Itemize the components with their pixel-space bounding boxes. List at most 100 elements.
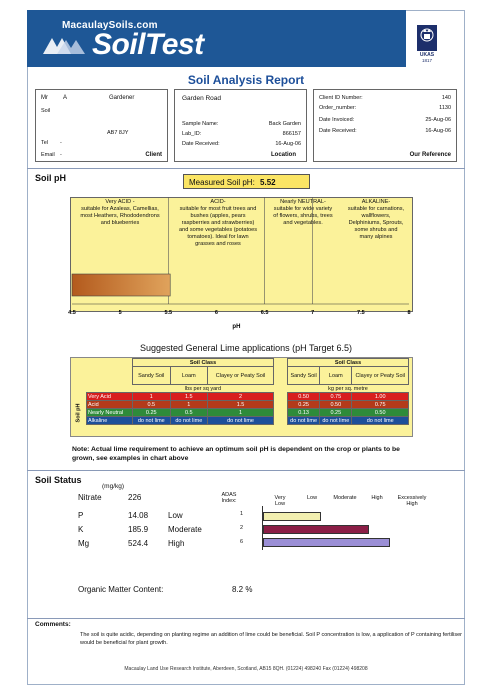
nutrient-value: 524.4 [128, 539, 149, 548]
cell: 0.50 [351, 408, 409, 417]
mg-status-bar [263, 538, 390, 547]
soil-ph-title: Soil pH [35, 173, 66, 183]
adas-index: 2 [240, 525, 244, 531]
ref-row-label: Date Invoiced: [319, 117, 355, 123]
level-label: High [371, 495, 383, 501]
cell: 0.50 [319, 400, 353, 409]
lime-note: Note: Actual lime requirement to achieve… [72, 446, 400, 462]
ph-scale-chart: 4.5 5 5.5 6 6.5 7 7.5 8 pH [68, 197, 411, 330]
nutrient-status: Low [168, 511, 183, 520]
location-footer: Location [271, 152, 296, 158]
cell: 0.25 [132, 408, 171, 417]
cell: 1.5 [207, 400, 274, 409]
cell: 1 [169, 400, 209, 409]
row-label: Alkaline [86, 416, 133, 425]
cell: 0.25 [286, 400, 321, 409]
ph-tick-label: 7 [311, 310, 314, 316]
ref-row-value: 25-Aug-06 [425, 117, 451, 123]
lab-id-label: Lab_ID: [182, 131, 202, 137]
email-label: Email [41, 152, 55, 158]
client-name-initial: A [63, 95, 68, 101]
ph-axis-label: pH [232, 324, 240, 330]
soil-ph-side-label: Soil pH [75, 403, 82, 423]
unit-label: lbs per sq yard [184, 385, 222, 392]
client-footer: Client [145, 152, 162, 158]
level-label: Low [306, 495, 318, 501]
cell: 0.25 [319, 408, 353, 417]
report-title: Soil Analysis Report [187, 73, 305, 87]
cell: 1.5 [169, 392, 209, 401]
status-bar-track [262, 506, 438, 550]
nutrient-value: 226 [128, 493, 142, 502]
tel-value: - [60, 140, 62, 146]
client-name-title: Mr [41, 95, 48, 101]
ph-desc-acid: ACID- suitable for most fruit trees and … [178, 199, 258, 247]
nutrient-name: Mg [78, 539, 90, 548]
ref-row-label: Date Received: [319, 128, 357, 134]
cell: 1 [132, 392, 171, 401]
ref-row-label: Client ID Number: [319, 95, 363, 101]
lime-table-metric: Soil Class Sandy Soil Loam Clayey or Pea… [286, 358, 409, 425]
cell: 0.5 [169, 408, 209, 417]
header-banner [27, 10, 406, 67]
email-value: - [60, 152, 62, 158]
cell: 1 [207, 408, 274, 417]
ref-row-value: 140 [441, 95, 451, 101]
cell: 2 [207, 392, 274, 401]
col-header: Sandy Soil [286, 366, 321, 385]
p-status-bar [263, 512, 321, 521]
ref-row-value: 1130 [439, 105, 451, 111]
ph-tick-label: 8 [407, 310, 410, 316]
logo-mark-icon [43, 36, 87, 54]
brand-big: SoilTest [92, 28, 204, 61]
location-date-label: Date Received: [182, 141, 220, 147]
sample-name-label: Sample Name: [182, 121, 219, 127]
cell: 0.75 [319, 392, 353, 401]
soil-class-header: Soil Class [287, 358, 409, 367]
nutrient-status: Moderate [168, 525, 202, 534]
adas-index-label: ADAS Index: [221, 492, 237, 504]
row-label: Acid [86, 400, 133, 409]
adas-index: 1 [240, 511, 244, 517]
cell: do not lime [319, 416, 353, 425]
client-line2: Soil [41, 108, 51, 114]
ph-tick-label: 6 [215, 310, 218, 316]
reference-box: Client ID Number: 140 Order_number: 1130… [313, 89, 457, 162]
col-header: Sandy Soil [132, 366, 171, 385]
soil-status-title: Soil Status [35, 475, 82, 485]
level-label: Excessively High [397, 495, 427, 507]
organic-value: 8.2 % [232, 585, 253, 594]
nutrient-name: K [78, 525, 84, 534]
cell: 0.5 [132, 400, 171, 409]
client-postcode: AB7 8JY [107, 130, 129, 136]
lab-id-value: 866157 [282, 131, 301, 137]
crown-seal-icon [417, 25, 437, 51]
ph-desc-alkaline: ALKALINE- suitable for carnations, wallf… [347, 199, 405, 240]
nutrient-value: 185.9 [128, 525, 149, 534]
divider [27, 168, 465, 169]
organic-label: Organic Matter Content: [78, 585, 164, 594]
ph-desc-very-acid: Very ACID - suitable for Azaleas, Camell… [80, 199, 160, 226]
nutrient-status: High [168, 539, 185, 548]
ph-tick-label: 5 [119, 310, 122, 316]
row-label: Very Acid [86, 392, 133, 401]
col-header: Loam [319, 366, 353, 385]
adas-index: 6 [240, 539, 244, 545]
level-label: Very Low [274, 495, 286, 507]
soil-class-header: Soil Class [132, 358, 274, 367]
divider [27, 470, 465, 471]
nutrient-name: Nitrate [78, 493, 102, 502]
measured-ph-box: Measured Soil pH: 5.52 [183, 174, 310, 189]
level-label: Moderate [333, 495, 357, 501]
client-box: Mr A Gardener Soil AB7 8JY Tel - Email -… [35, 89, 168, 162]
brand-small: MacaulaySoils.com [62, 20, 158, 31]
divider [27, 618, 465, 619]
comments-title: Comments: [35, 621, 71, 628]
measured-ph-label: Measured Soil pH: [189, 178, 255, 187]
ref-row-label: Order_number: [319, 105, 357, 111]
col-header: Loam [169, 366, 209, 385]
cell: 0.75 [351, 400, 409, 409]
nutrient-value: 14.08 [128, 511, 149, 520]
cell: do not lime [286, 416, 321, 425]
ph-desc-neutral: Nearly NEUTRAL- suitable for wide variet… [273, 199, 333, 226]
